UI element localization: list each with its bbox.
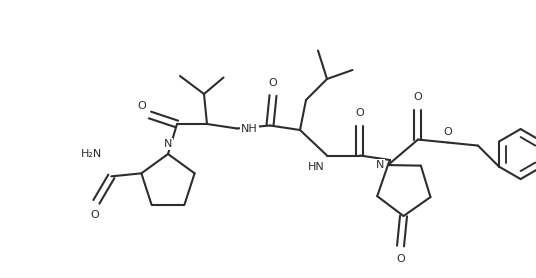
Text: H₂N: H₂N [81, 149, 102, 159]
Text: O: O [355, 108, 364, 118]
Text: N: N [164, 139, 172, 149]
Text: HN: HN [308, 162, 325, 172]
Text: O: O [444, 126, 452, 136]
Text: O: O [90, 210, 99, 220]
Text: NH: NH [241, 123, 258, 133]
Text: O: O [137, 101, 146, 111]
Text: O: O [414, 91, 422, 101]
Text: O: O [269, 78, 277, 88]
Text: N: N [376, 160, 384, 170]
Text: O: O [396, 254, 405, 264]
